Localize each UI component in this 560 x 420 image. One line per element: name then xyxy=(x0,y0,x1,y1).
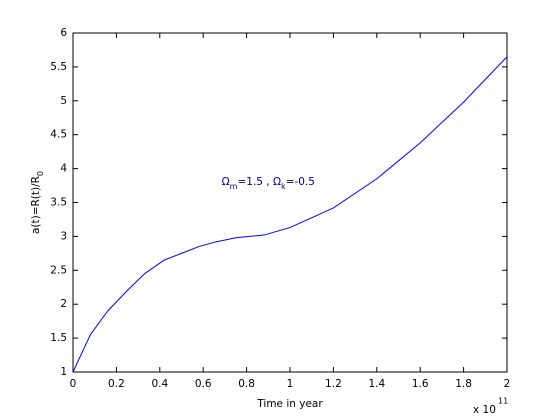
x-axis-label: Time in year xyxy=(256,398,323,410)
x-tick-label: 1.4 xyxy=(368,378,385,390)
x-tick-label: 0.6 xyxy=(195,378,212,390)
annotation-part: =-0.5 xyxy=(286,176,315,188)
y-tick-label: 4.5 xyxy=(50,129,67,141)
x-tick-label: 1.6 xyxy=(412,378,429,390)
y-tick-label: 3 xyxy=(60,230,67,242)
y-tick-label: 5 xyxy=(60,95,67,107)
y-tick-label: 6 xyxy=(60,27,67,39)
annotation: Ωm=1.5 , Ωk=-0.5 xyxy=(222,176,315,191)
x-tick-label: 0.8 xyxy=(238,378,255,390)
annotation-part: =1.5 , Ω xyxy=(237,176,281,188)
line xyxy=(72,56,508,373)
y-tick-label: 1 xyxy=(60,366,67,378)
plot-area xyxy=(72,32,508,373)
x-multiplier: x 10 xyxy=(473,404,496,416)
annotation-part: k xyxy=(281,182,286,191)
x-multiplier-exponent: 11 xyxy=(498,397,508,406)
y-axis-label: a(t)=R(t)/R0 xyxy=(30,171,45,234)
x-tick-label: 2 xyxy=(504,378,511,390)
x-tick-label: 0 xyxy=(70,378,77,390)
y-tick-label: 2 xyxy=(60,298,67,310)
y-tick-label: 2.5 xyxy=(50,264,67,276)
y-tick-label: 3.5 xyxy=(50,197,67,209)
y-axis-label-sub: 0 xyxy=(36,171,45,176)
y-tick-label: 5.5 xyxy=(50,61,67,73)
x-tick-label: 0.4 xyxy=(151,378,168,390)
annotation-part: Ω xyxy=(222,176,230,188)
y-tick-label: 1.5 xyxy=(50,332,67,344)
x-tick-label: 1 xyxy=(287,378,294,390)
x-tick-label: 1.8 xyxy=(455,378,472,390)
x-tick-label: 1.2 xyxy=(325,378,342,390)
y-tick-label: 4 xyxy=(60,163,67,175)
y-axis-label-main: a(t)=R(t)/R xyxy=(30,176,42,234)
x-tick-label: 0.2 xyxy=(108,378,125,390)
annotation-part: m xyxy=(230,182,238,191)
